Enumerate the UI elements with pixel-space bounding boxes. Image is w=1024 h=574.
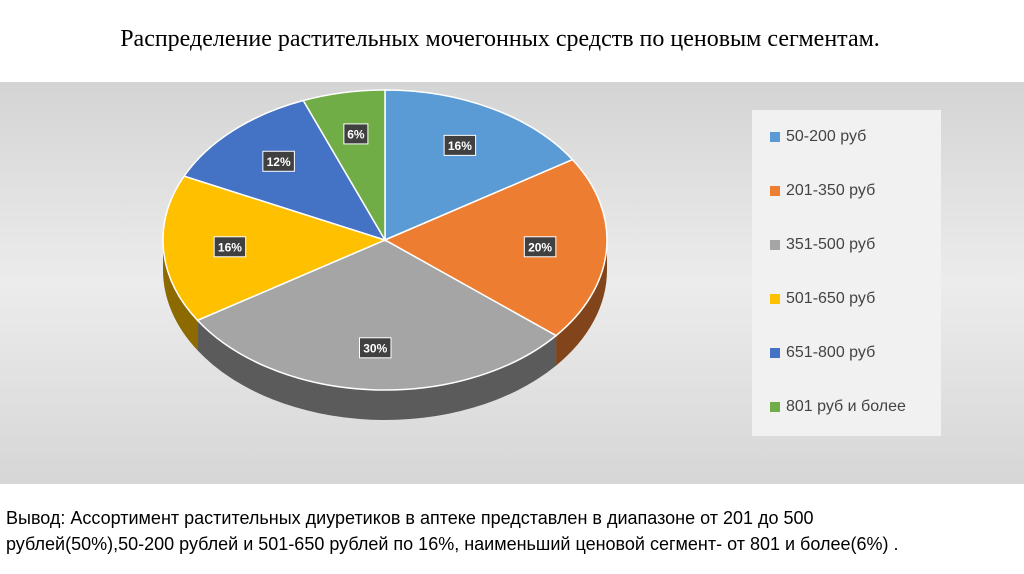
conclusion-line-2: рублей(50%),50-200 рублей и 501-650 рубл… [6,534,899,554]
conclusion-text: Вывод: Ассортимент растительных диуретик… [6,505,1016,557]
data-label-0: 16% [443,134,477,156]
data-label-text-1: 20% [528,240,552,254]
legend-label-1: 201-350 руб [786,182,876,199]
legend-swatch-0 [770,132,780,142]
legend-swatch-2 [770,240,780,250]
pie-slice-2 [196,239,558,391]
conclusion-line-1: Вывод: Ассортимент растительных диуретик… [6,508,814,528]
legend-item-4: 651-800 руб [770,342,875,364]
data-label-text-5: 6% [347,127,365,141]
legend-item-5: 801 руб и более [770,396,906,418]
data-label-2: 30% [358,337,392,359]
legend-label-0: 50-200 руб [786,128,867,145]
pie-side-1 [556,240,607,366]
pie-slice-0 [384,89,574,242]
legend-label-3: 501-650 руб [786,290,876,307]
chart-legend: 50-200 руб 201-350 руб 351-500 руб 501-650 … [752,110,941,436]
pie-side-walls [163,240,607,420]
legend-item-2: 351-500 руб [770,234,875,256]
legend-swatch-5 [770,402,780,412]
data-label-text-2: 30% [363,341,387,355]
legend-swatch-3 [770,294,780,304]
data-label-text-3: 16% [218,240,242,254]
data-label-4: 12% [262,150,295,172]
pie-side-3 [163,240,198,351]
data-label-3: 16% [213,236,247,258]
legend-item-0: 50-200 руб [770,126,866,148]
data-label-1: 20% [523,236,557,258]
chart-area: 16% 20% 30% 16% 12% 6% 50-200 руб 201-350 руб 3… [0,82,1024,484]
pie-slice-3 [162,175,388,322]
legend-swatch-1 [770,186,780,196]
data-label-text-0: 16% [448,139,472,153]
page-title: Распределение растительных мочегонных ср… [120,26,880,52]
pie-side-2 [197,320,557,420]
legend-label-5: 801 руб и более [786,398,906,415]
legend-swatch-4 [770,348,780,358]
legend-item-1: 201-350 руб [770,180,875,202]
data-label-5: 6% [343,123,369,145]
data-label-text-4: 12% [267,155,291,169]
pie-chart: 16% 20% 30% 16% 12% 6% [162,89,608,420]
legend-label-2: 351-500 руб [786,236,876,253]
legend-item-3: 501-650 руб [770,288,875,310]
pie-slice-1 [383,158,608,337]
legend-label-4: 651-800 руб [786,344,876,361]
